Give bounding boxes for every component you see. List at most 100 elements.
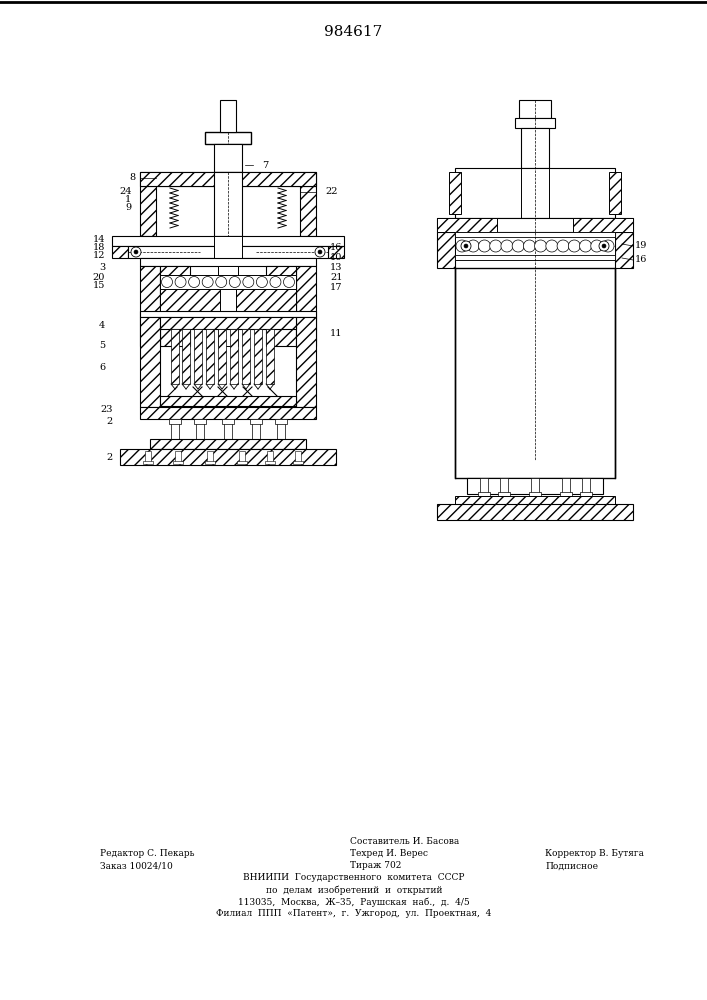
Bar [160, 275, 296, 289]
Bar [277, 419, 285, 439]
Bar [112, 236, 344, 246]
Bar [112, 246, 128, 258]
Bar [214, 236, 242, 258]
Circle shape [315, 247, 325, 257]
Circle shape [591, 240, 603, 252]
Bar [254, 329, 262, 384]
Bar [218, 258, 238, 268]
Circle shape [318, 250, 322, 254]
Bar [437, 232, 455, 268]
Bar [266, 329, 274, 384]
Text: 2: 2 [107, 418, 113, 426]
Bar [252, 419, 260, 439]
Bar [455, 268, 615, 478]
Bar [609, 172, 621, 214]
Text: 11: 11 [330, 328, 342, 338]
Bar [160, 317, 296, 329]
Circle shape [490, 240, 502, 252]
Circle shape [134, 250, 138, 254]
Circle shape [580, 240, 592, 252]
Text: 18: 18 [93, 243, 105, 252]
Bar [205, 132, 251, 144]
Bar [455, 168, 615, 218]
Circle shape [216, 276, 227, 288]
Bar [196, 419, 204, 439]
Bar [150, 439, 306, 449]
Text: 9: 9 [125, 204, 131, 213]
Bar [214, 144, 242, 172]
Bar [521, 128, 549, 168]
Bar [194, 329, 202, 384]
Bar [455, 232, 615, 260]
Bar [236, 289, 296, 311]
Text: 15: 15 [93, 282, 105, 290]
Bar [293, 461, 303, 464]
Bar [205, 461, 215, 464]
Text: Подписное: Подписное [545, 861, 598, 870]
Text: 20: 20 [93, 272, 105, 282]
Bar [515, 118, 555, 128]
Text: 3: 3 [99, 263, 105, 272]
Bar [275, 419, 287, 424]
Bar [498, 492, 510, 496]
Text: 24: 24 [119, 188, 132, 196]
Text: 16: 16 [330, 243, 342, 252]
Bar [145, 451, 151, 463]
Text: Тираж 702: Тираж 702 [350, 861, 402, 870]
Bar [266, 266, 296, 346]
Bar [267, 451, 273, 463]
Bar [265, 461, 275, 464]
Bar [194, 419, 206, 424]
Text: 4: 4 [99, 320, 105, 330]
Circle shape [602, 240, 614, 252]
Bar [580, 492, 592, 496]
Bar [143, 461, 153, 464]
Bar [140, 172, 316, 186]
Bar [214, 172, 242, 236]
Text: Техред И. Верес: Техред И. Верес [350, 850, 428, 858]
Bar [140, 258, 316, 266]
Bar [230, 329, 238, 384]
Bar [140, 266, 160, 346]
Circle shape [523, 240, 535, 252]
Bar [296, 266, 316, 346]
Bar [531, 478, 539, 494]
Circle shape [568, 240, 580, 252]
Circle shape [175, 276, 186, 288]
Bar [182, 329, 190, 384]
Text: 19: 19 [635, 241, 648, 250]
Bar [437, 504, 633, 520]
Text: 13: 13 [330, 263, 342, 272]
Circle shape [467, 240, 479, 252]
Bar [480, 478, 488, 494]
Text: 21: 21 [330, 273, 342, 282]
Bar [140, 407, 316, 419]
Text: Заказ 10024/10: Заказ 10024/10 [100, 861, 173, 870]
Text: 6: 6 [99, 362, 105, 371]
Text: 22: 22 [325, 188, 337, 196]
Circle shape [284, 276, 295, 288]
Circle shape [546, 240, 558, 252]
Bar [455, 232, 615, 237]
Bar [140, 317, 160, 407]
Bar [173, 461, 183, 464]
Text: по  делам  изобретений  и  открытий: по делам изобретений и открытий [266, 885, 443, 895]
Bar [529, 492, 541, 496]
Circle shape [189, 276, 199, 288]
Text: Редактор С. Пекарь: Редактор С. Пекарь [100, 850, 194, 858]
Text: 8: 8 [129, 174, 135, 182]
Bar [328, 246, 344, 258]
Bar [449, 172, 461, 214]
Bar [206, 329, 214, 384]
Text: 10: 10 [330, 253, 342, 262]
Bar [171, 329, 179, 384]
Bar [218, 329, 226, 384]
Bar [500, 478, 508, 494]
Text: 984617: 984617 [324, 25, 382, 39]
Circle shape [557, 240, 569, 252]
Bar [242, 329, 250, 384]
Bar [455, 496, 615, 504]
Bar [140, 186, 156, 236]
Bar [160, 396, 296, 406]
Bar [237, 461, 247, 464]
